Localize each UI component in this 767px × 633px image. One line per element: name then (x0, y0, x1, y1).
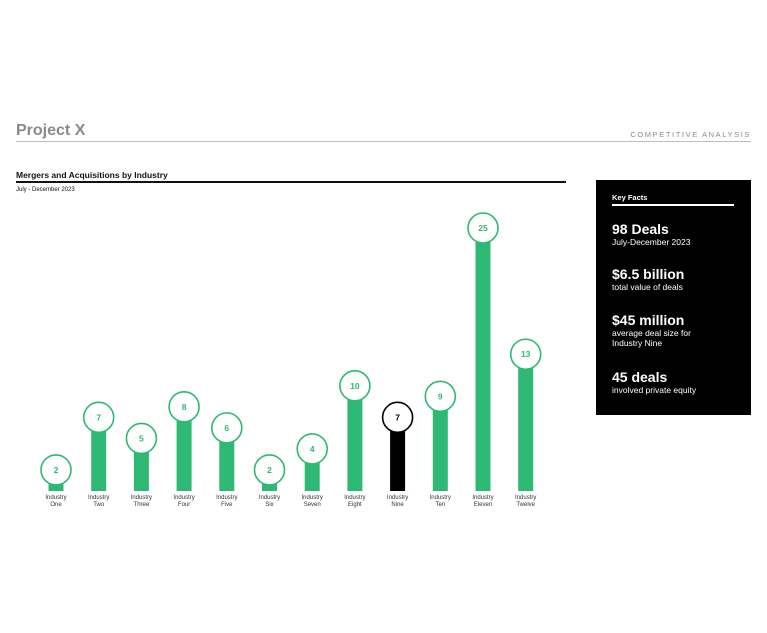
data-label: 8 (182, 402, 187, 412)
value-bubble (467, 212, 499, 244)
category-label: Industry (259, 495, 280, 501)
data-label: 7 (395, 412, 400, 422)
data-label: 5 (139, 433, 144, 443)
bar (219, 427, 235, 491)
key-facts-divider (612, 204, 734, 206)
bar (176, 406, 192, 491)
value-bubble (424, 380, 457, 413)
value-bubble (339, 369, 371, 402)
data-label: 10 (350, 381, 360, 391)
value-bubble (40, 454, 72, 486)
category-label: Three (134, 502, 150, 508)
category-label: Eleven (474, 502, 492, 508)
category-label: Five (221, 502, 233, 508)
category-label: Industry (216, 495, 237, 501)
fact-value: 98 Deals (612, 221, 669, 237)
data-label: 4 (310, 444, 315, 454)
value-bubble (381, 401, 414, 434)
bar (347, 385, 363, 491)
fact-description: Industry Nine (612, 338, 663, 348)
fact-description: average deal size for (612, 328, 691, 338)
category-label: One (50, 502, 62, 508)
fact-item: 98 Deals July-December 2023 (612, 221, 742, 248)
data-label: 13 (521, 349, 531, 359)
category-label: Two (93, 502, 105, 508)
category-label: Industry (387, 495, 408, 501)
data-label: 7 (96, 412, 101, 422)
category-label: Ten (435, 502, 445, 508)
bar (518, 354, 534, 491)
data-label: 2 (267, 465, 272, 475)
category-label: Industry (344, 495, 365, 501)
data-label: 2 (54, 465, 59, 475)
value-bubble (211, 412, 243, 444)
bar (390, 417, 406, 491)
bar (91, 417, 107, 491)
category-label: Four (178, 502, 190, 508)
data-label: 9 (438, 391, 443, 401)
category-label: Industry (472, 495, 493, 501)
value-bubble (253, 454, 286, 486)
bar-chart: 2IndustryOne7IndustryTwo5IndustryThree8I… (40, 212, 542, 508)
value-bubble (509, 338, 542, 371)
fact-description: involved private equity (612, 385, 697, 395)
category-label: Nine (391, 502, 404, 508)
category-label: Industry (515, 495, 536, 501)
value-bubble (82, 401, 115, 434)
category-label: Industry (173, 495, 194, 501)
fact-value: 45 deals (612, 369, 668, 385)
fact-item: $6.5 billion total value of deals (612, 266, 742, 293)
category-label: Industry (45, 495, 66, 501)
key-facts-panel: Key Facts 98 Deals July-December 2023 $6… (596, 180, 751, 415)
fact-description: July-December 2023 (612, 237, 691, 247)
fact-value: $6.5 billion (612, 266, 685, 282)
chart-title-divider (16, 181, 566, 183)
value-bubble (125, 422, 158, 455)
category-label: Seven (304, 502, 321, 508)
category-label: Industry (430, 495, 451, 501)
chart-title: Mergers and Acquisitions by Industry (16, 170, 168, 180)
chart-subtitle: July - December 2023 (16, 187, 75, 193)
value-bubble (168, 391, 200, 423)
data-label: 6 (224, 423, 229, 433)
key-facts-heading: Key Facts (612, 193, 648, 202)
category-label: Twelve (516, 502, 535, 508)
bar (432, 396, 448, 491)
category-label: Industry (88, 495, 109, 501)
fact-item: $45 million average deal size for Indust… (612, 312, 742, 349)
value-bubble (296, 433, 329, 465)
data-label: 25 (478, 223, 488, 233)
category-label: Industry (131, 495, 152, 501)
page-title: Project X (16, 122, 86, 139)
bar (475, 228, 491, 491)
header-divider (16, 141, 751, 142)
category-label: Industry (302, 495, 323, 501)
fact-description: total value of deals (612, 282, 683, 292)
category-label: Eight (348, 502, 362, 508)
fact-value: $45 million (612, 312, 685, 328)
fact-item: 45 deals involved private equity (612, 369, 742, 396)
category-label: Six (265, 502, 273, 508)
page-subtitle: COMPETITIVE ANALYSIS (630, 130, 751, 139)
